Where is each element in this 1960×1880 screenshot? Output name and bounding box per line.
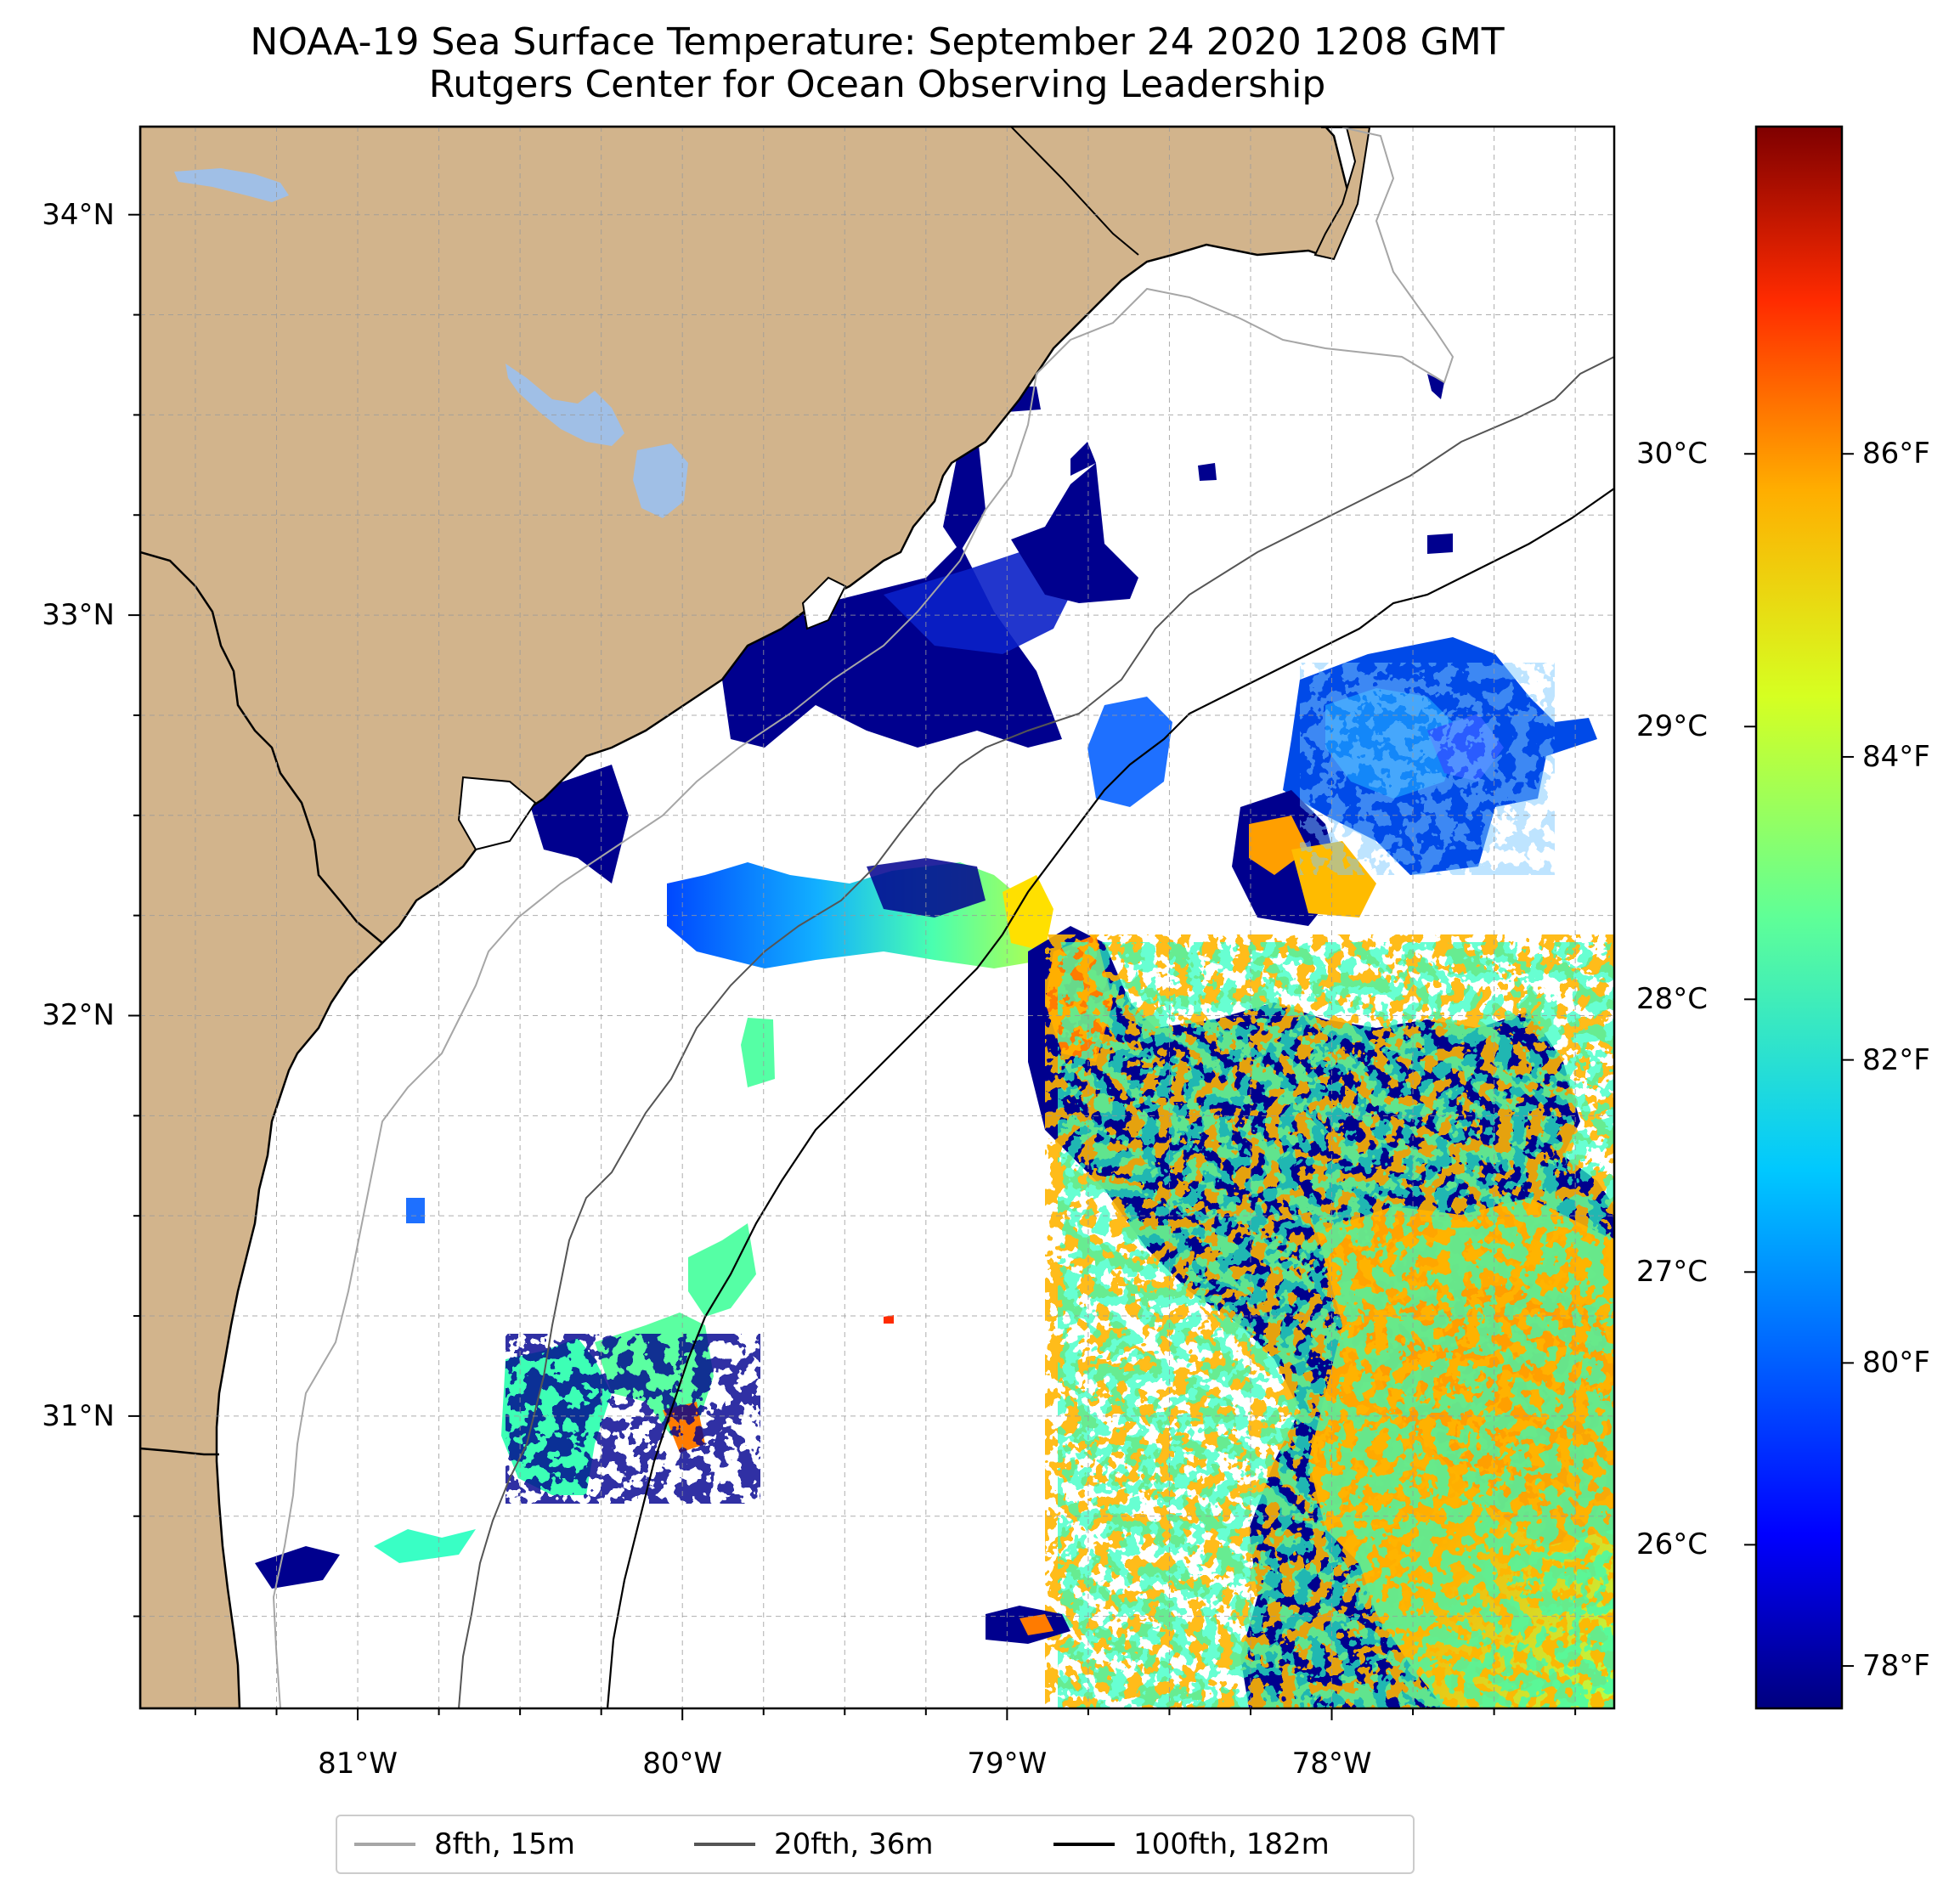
colorbar-celsius-label: 26°C (1636, 1527, 1709, 1562)
colorbar-fahrenheit-label: 80°F (1862, 1346, 1930, 1380)
colorbar-fahrenheit-label: 78°F (1862, 1649, 1930, 1684)
colorbar-fahrenheit-label: 86°F (1862, 437, 1930, 471)
isobath-100fth (606, 488, 1614, 1708)
colorbar-fahrenheit-label: 82°F (1862, 1042, 1930, 1077)
isobath-20fth (458, 356, 1614, 1708)
isobath-8fth (272, 127, 1454, 1708)
colorbar-celsius-label: 28°C (1636, 982, 1709, 1017)
sst-data-layer (255, 374, 1614, 1708)
lake-moultrie (506, 364, 624, 446)
lat-tick-label: 34°N (42, 197, 115, 232)
lon-tick-label: 81°W (318, 1747, 398, 1781)
land-mass (140, 127, 1353, 1708)
lon-tick-label: 78°W (1291, 1747, 1372, 1781)
legend-swatch-20fth (694, 1843, 755, 1846)
lon-tick-label: 79°W (967, 1747, 1048, 1781)
legend-label-20fth: 20fth, 36m (774, 1827, 934, 1861)
colorbar-ticks (1744, 453, 1854, 1668)
lake-lower (633, 443, 688, 518)
map-ticks (128, 213, 1577, 1720)
lon-tick-label: 80°W (642, 1747, 723, 1781)
figure-title: NOAA-19 Sea Surface Temperature: Septemb… (250, 20, 1505, 64)
legend-label-8fth: 8fth, 15m (434, 1827, 575, 1861)
map-gridlines (140, 127, 1614, 1708)
colorbar-celsius-label: 27°C (1636, 1255, 1709, 1290)
lake-marion (174, 168, 289, 202)
map-frame (138, 125, 1616, 1710)
figure-subtitle: Rutgers Center for Ocean Observing Leade… (428, 63, 1326, 106)
isobath-legend: 8fth, 15m 20fth, 36m 100fth, 182m (336, 1815, 1415, 1874)
legend-swatch-8fth (354, 1843, 415, 1846)
lat-tick-label: 31°N (42, 1398, 115, 1433)
legend-swatch-100fth (1053, 1843, 1115, 1846)
legend-item-100fth: 100fth, 182m (1053, 1816, 1330, 1872)
colorbar-celsius-label: 30°C (1636, 437, 1709, 471)
legend-item-20fth: 20fth, 36m (694, 1816, 934, 1872)
colorbar (1754, 125, 1844, 1710)
state-border (1010, 127, 1139, 256)
legend-label-100fth: 100fth, 182m (1133, 1827, 1330, 1861)
legend-item-8fth: 8fth, 15m (354, 1816, 575, 1872)
lat-tick-label: 33°N (42, 598, 115, 633)
colorbar-fahrenheit-label: 84°F (1862, 739, 1930, 774)
colorbar-celsius-label: 29°C (1636, 709, 1709, 744)
lat-tick-label: 32°N (42, 998, 115, 1033)
